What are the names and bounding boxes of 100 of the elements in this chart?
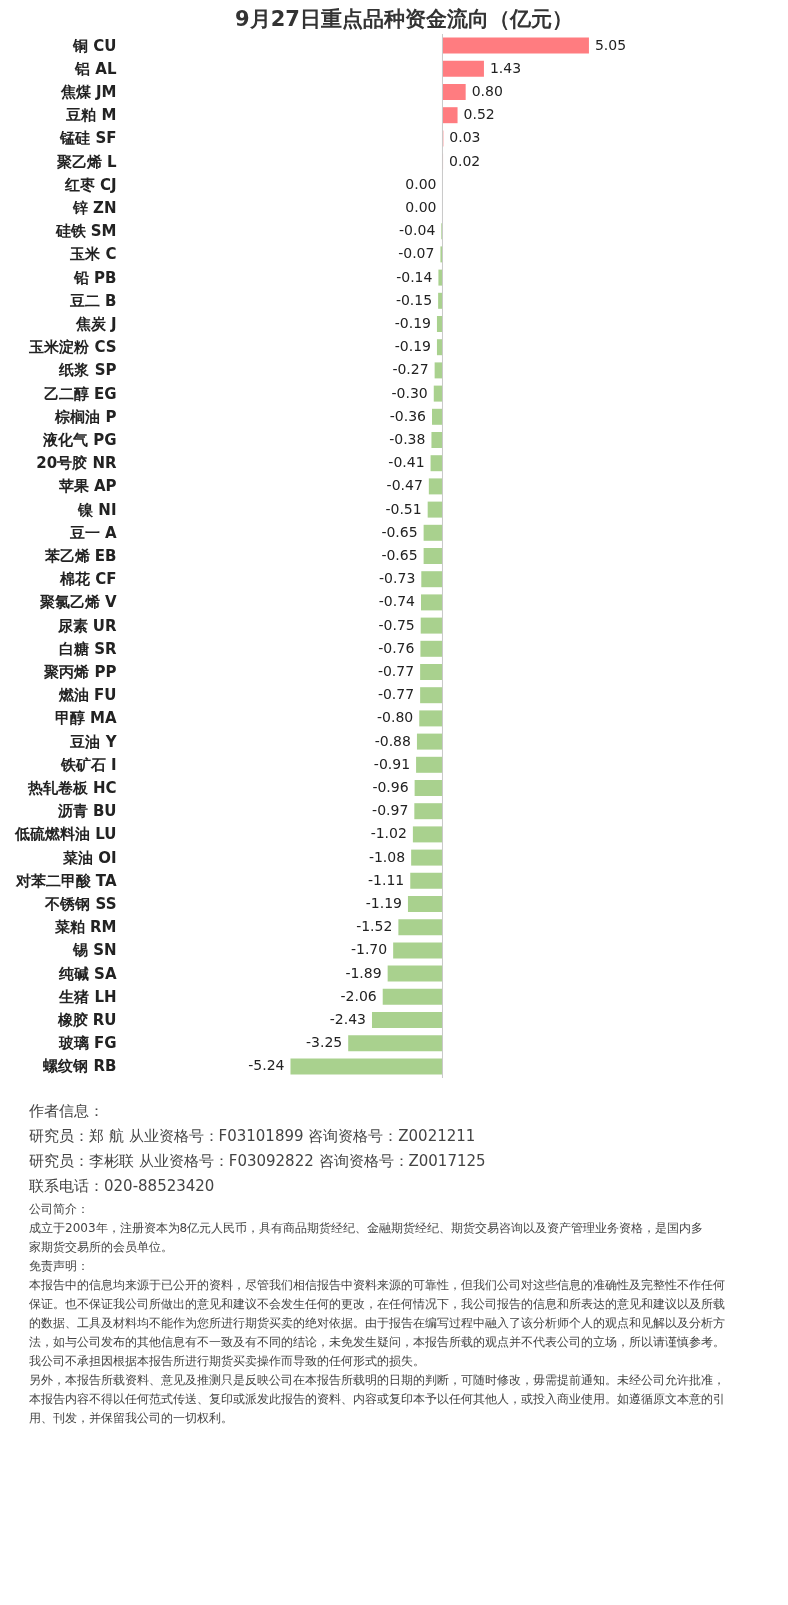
data-label: -0.74 [378,593,416,610]
data-label: -2.06 [340,987,377,1004]
y-tick-label: 低硫燃料油 LU [14,825,117,844]
text: 本报告中的信息均来源于已公开的资料，尽管我们相信报告中资料来源的可靠性，但我们公司对这些信息的准确性及完整性不作任何保证。也不保证我公司所做出的意见和建议不会发生任何的更改，在任何情况下，我公司报告的信息和所表达的意见和建议以及所载的数据、工具及材料均不能作为您所进行期货买卖的绝对依据。由于报告在编写过程中融入了该分析师个人的观点和见解以及分析方法，如与公司发布的其他信息有不一致及有不同的结论，未免发生疑问，本报告所载的观点并不代表公司的立场，所以请谨慎参考。我公司不承担因根据本报告所进行期货买卖操作而导致的任何形式的损失。 [29,1278,725,1368]
y-tick-label: 聚氯乙烯 V [38,593,117,612]
data-label: -0.75 [378,616,415,633]
text: 作者信息： [28,1102,104,1120]
data-label: -0.36 [389,407,427,424]
y-tick-label: 锡 SN [71,941,117,960]
data-label: -0.30 [391,384,428,401]
y-tick-label: 聚丙烯 PP [43,663,117,681]
y-tick-label: 白糖 SR [58,639,117,658]
y-tick-label: 甲醇 MA [54,709,117,728]
y-tick-label: 纯碱 SA [57,964,117,983]
data-label: -0.38 [389,431,426,447]
data-label: -0.04 [399,222,436,239]
data-label: -1.89 [345,964,382,981]
data-label: -1.02 [370,825,407,842]
y-tick-label: 棉花 CF [59,570,117,589]
data-label: -0.91 [373,755,411,772]
data-label: -0.15 [395,291,433,308]
y-tick-label: 玻璃 FG [57,1034,117,1053]
y-tick-label: 菜油 OI [61,848,117,867]
data-label: -0.73 [379,570,416,587]
data-label: -0.51 [385,500,422,517]
y-tick-label: 锌 ZN [71,199,117,217]
data-label: -2.43 [329,1011,366,1027]
chart-title: 9月27日重点品种资金流向（亿元） [235,6,573,31]
y-tick-label: 棕榈油 P [54,407,117,426]
y-tick-label: 乙二醇 EG [43,384,117,403]
data-label: -0.41 [388,454,425,471]
y-tick-label: 铅 PB [72,268,117,287]
data-label: 0.03 [449,129,481,146]
data-label: -0.27 [392,361,429,378]
y-tick-label: 玉米淀粉 CS [28,338,117,357]
data-label: 0.52 [463,106,495,123]
y-tick-label: 苯乙烯 EB [43,547,117,565]
data-label: -1.11 [368,871,405,888]
y-tick-label: 尿素 UR [56,616,117,635]
y-tick-label: 铜 CU [72,36,117,55]
y-tick-label: 液化气 PG [41,431,117,449]
y-tick-label: 纸浆 SP [58,361,117,380]
y-tick-label: 菜粕 RM [53,918,117,937]
data-label: 0.00 [405,175,437,192]
data-label: -0.19 [394,338,431,355]
text: 联系电话：020-88523420 [29,1177,215,1195]
y-tick-label: 焦煤 JM [59,83,117,101]
y-tick-label: 玉米 C [69,245,117,264]
y-tick-label: 聚乙烯 L [55,152,117,171]
data-label: -0.19 [394,315,431,331]
data-label: -1.08 [368,848,406,865]
data-label: -1.19 [365,895,402,911]
data-label: 0.00 [405,199,437,215]
data-label: -0.96 [372,779,409,795]
data-label: -0.76 [378,639,415,656]
text: 研究员：郑 航 从业资格号：F03101899 咨询资格号：Z0021211 [29,1127,476,1145]
y-tick-label: 对苯二甲酸 TA [14,871,117,890]
y-tick-label: 沥青 BU [56,802,117,821]
data-label: -0.77 [377,663,415,679]
data-label: -0.97 [372,802,409,819]
y-tick-label: 焦炭 J [74,315,117,333]
data-label: 5.05 [594,36,627,53]
y-tick-label: 铁矿石 I [59,755,117,774]
data-label: 0.80 [471,83,503,99]
y-tick-label: 硅铁 SM [54,222,117,241]
y-tick-label: 镍 NI [77,500,117,519]
data-label: -0.88 [374,732,411,749]
y-tick-label: 锰硅 SF [59,129,117,148]
data-label: 0.02 [449,152,481,169]
data-label: -0.77 [377,686,415,703]
y-tick-label: 不锈钢 SS [44,895,117,913]
text: 公司简介： [29,1202,89,1216]
y-tick-label: 豆二 B [68,291,117,310]
y-tick-label: 橡胶 RU [56,1011,117,1029]
data-label: -0.65 [381,547,418,563]
y-tick-label: 苹果 AP [57,477,117,496]
y-tick-label: 螺纹钢 RB [42,1057,117,1076]
y-tick-label: 红枣 CJ [63,175,117,194]
data-label: -0.07 [398,245,435,262]
y-tick-label: 豆粕 M [65,106,117,125]
y-tick-label: 豆一 A [68,523,117,542]
data-label: -0.47 [386,477,423,494]
data-label: -5.24 [248,1057,285,1074]
y-tick-label: 燃油 FU [57,686,117,705]
y-tick-label: 铝 AL [74,59,117,78]
text: 成立于2003年，注册资本为8亿元人民币，具有商品期货经纪、金融期货经纪、期货交易咨询以及资产管理业务资格，是国内多家期货交易所的会员单位。 [29,1221,704,1254]
data-label: -0.14 [396,268,433,285]
data-label: -3.25 [305,1034,343,1051]
y-tick-label: 生猪 LH [58,987,117,1006]
y-tick-label: 20号胶 NR [36,454,117,473]
y-tick-label: 热轧卷板 HC [26,779,117,797]
data-label: -0.80 [377,709,414,726]
data-label: -1.52 [356,918,393,935]
text: 研究员：李彬联 从业资格号：F03092822 咨询资格号：Z0017125 [29,1152,486,1170]
text: 免责声明： [29,1259,89,1273]
y-tick-label: 豆油 Y [69,732,118,751]
data-label: -1.70 [350,941,388,958]
data-label: -0.65 [381,523,418,540]
text: 另外，本报告所载资料、意见及推测只是反映公司在本报告所载明的日期的判断，可随时修改，毋需提前通知。未经公司允许批准，本报告内容不得以任何范式传送、复印或派发此报告的资料、内容或复印本予以任何其他人，或投入商业使用。如遵循原文本意的引用、刊发，并保留我公司的一切权利。 [29,1373,725,1425]
data-label: 1.43 [489,59,522,76]
